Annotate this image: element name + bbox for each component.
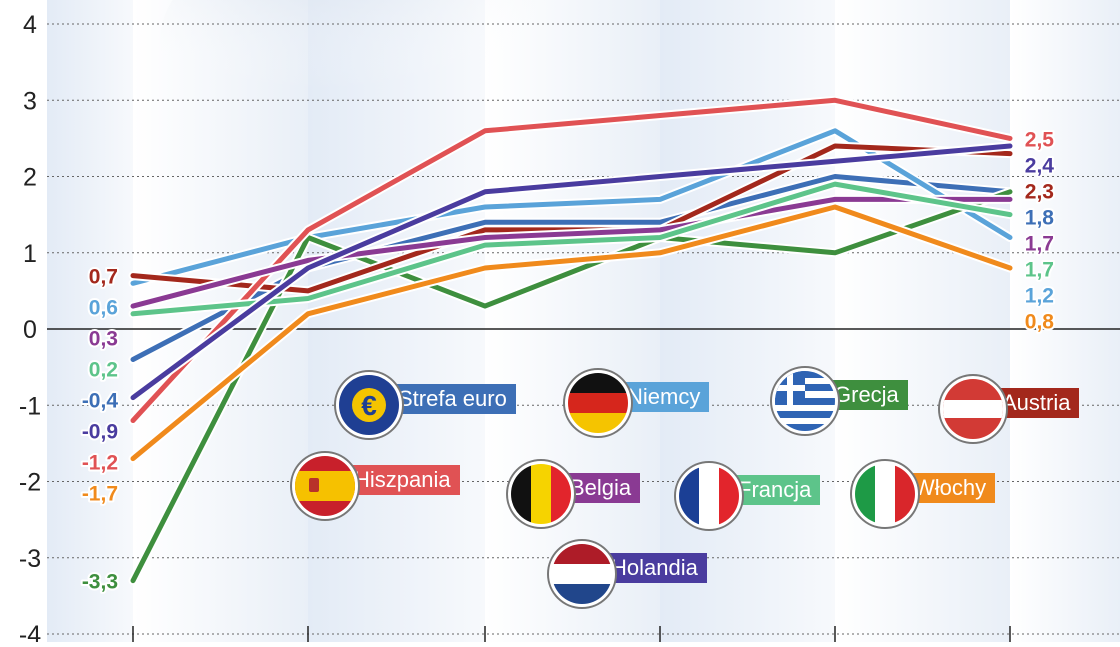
data-labels: 0,7 0,6 0,3 0,2 -0,4 -0,9 -1,2 -1,7 -3,3 2,5 2,4 2,…	[80, 126, 1056, 595]
y-tick-label: -1	[19, 392, 41, 420]
data-label-end: 2,4	[1025, 154, 1055, 177]
series-line-hiszpania	[130, 97, 1013, 423]
euro-icon: €	[336, 372, 402, 438]
series-line-francja	[130, 181, 1013, 317]
data-label-start: 0,3	[89, 328, 118, 351]
data-label-end: 1,8	[1025, 206, 1055, 229]
y-tick-label: 4	[23, 11, 37, 39]
series-line-strefa-euro	[130, 174, 1013, 362]
data-label-start: -3,3	[82, 571, 118, 594]
y-tick-label: 1	[23, 240, 37, 268]
y-tick-label: 0	[23, 316, 37, 344]
data-label-start: 0,6	[89, 297, 118, 320]
data-label-start: -1,2	[82, 452, 118, 475]
belgium-flag-icon	[508, 461, 574, 527]
data-label-end: 2,3	[1025, 180, 1054, 203]
data-label-start: 0,2	[89, 359, 118, 382]
y-tick-label: -4	[19, 621, 41, 642]
data-label-start: 0,7	[89, 266, 118, 289]
netherlands-flag-icon	[549, 541, 615, 607]
data-label-start: -0,4	[82, 390, 119, 413]
spain-flag-icon	[292, 453, 358, 519]
data-label-start: -0,9	[82, 421, 118, 444]
greece-flag-icon	[772, 368, 838, 434]
series-line-holandia	[130, 143, 1013, 401]
svg-text:€: €	[361, 390, 377, 421]
data-label-end: 1,7	[1025, 232, 1054, 255]
data-label-end: 2,5	[1025, 128, 1055, 151]
data-label-end: 1,2	[1025, 284, 1054, 307]
germany-flag-icon	[565, 370, 631, 436]
italy-flag-icon	[852, 461, 918, 527]
y-tick-label: 2	[23, 164, 37, 192]
france-flag-icon	[676, 463, 742, 529]
data-label-end: 1,7	[1025, 258, 1054, 281]
series-lines	[128, 95, 1015, 586]
austria-flag-icon	[940, 376, 1006, 442]
data-label-end: 0,8	[1025, 310, 1055, 333]
series-line-włochy	[130, 204, 1013, 462]
data-label-start: -1,7	[82, 483, 118, 506]
y-tick-label: -3	[19, 545, 41, 573]
y-tick-label: -2	[19, 469, 41, 497]
series-line-belgia	[130, 196, 1013, 309]
y-axis: 4 3 2 1 0 -1 -2 -3 -4	[19, 11, 41, 647]
y-tick-label: 3	[23, 87, 37, 115]
